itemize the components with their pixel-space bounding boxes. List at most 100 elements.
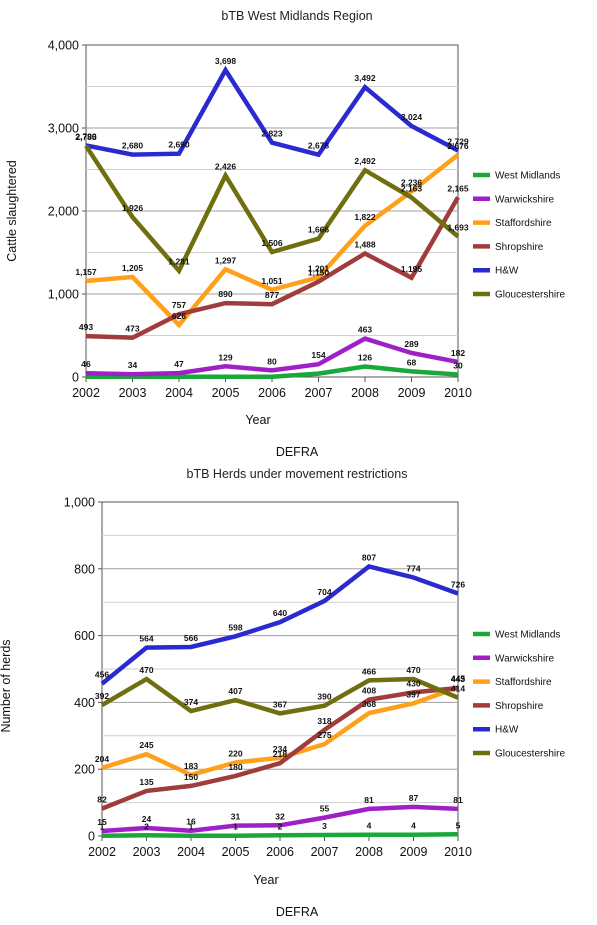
data-label: 640: [273, 608, 287, 618]
y-tick-label: 3,000: [48, 122, 79, 136]
data-label: 46: [81, 359, 91, 369]
series-line-4: [85, 196, 460, 340]
data-label: 1,281: [168, 257, 190, 267]
data-label: 81: [364, 795, 374, 805]
data-label: 1,195: [401, 264, 423, 274]
data-label: 1: [233, 822, 238, 832]
data-label: 374: [184, 697, 198, 707]
data-label: 726: [451, 580, 465, 590]
chart-2: bTB Herds under movement restrictions020…: [0, 467, 565, 919]
data-label: 4: [411, 821, 416, 831]
chart-1: bTB West Midlands Region 0 1,000 2,000 3,000…: [5, 9, 565, 459]
y-tick-label: 1,000: [48, 288, 79, 302]
data-label: 2,492: [354, 156, 376, 166]
data-label: 1,693: [447, 222, 469, 232]
data-label: 390: [317, 692, 331, 702]
data-label: 3,492: [354, 73, 376, 83]
data-label: 32: [275, 811, 285, 821]
x-tick-label: 2005: [222, 845, 250, 859]
data-label: 80: [267, 356, 277, 366]
data-label: 368: [362, 699, 376, 709]
data-label: 82: [97, 795, 107, 805]
data-label: 1,506: [261, 238, 283, 248]
data-label: 154: [311, 350, 325, 360]
x-tick-label: 2007: [305, 386, 333, 400]
series-line-2: [101, 804, 459, 834]
x-tick-label: 2008: [355, 845, 383, 859]
y-tick-label: 400: [74, 696, 95, 710]
data-label: 5: [456, 820, 461, 830]
x-tick-label: 2009: [398, 386, 426, 400]
x-tick-label: 2007: [311, 845, 339, 859]
chart-source: DEFRA: [276, 905, 319, 919]
y-axis-label: Number of herds: [0, 639, 13, 732]
data-label: 2,790: [75, 131, 97, 141]
data-label: 245: [139, 740, 153, 750]
data-label: 2,426: [215, 162, 237, 172]
legend-label: H&W: [495, 725, 519, 736]
y-tick-label: 2,000: [48, 205, 79, 219]
data-label: 218: [273, 749, 287, 759]
data-label: 204: [95, 754, 109, 764]
data-label: 126: [358, 353, 372, 363]
data-label: 275: [317, 730, 331, 740]
legend-label: Shropshire: [495, 701, 544, 712]
data-label: 1,297: [215, 255, 237, 265]
series-line-6: [100, 676, 459, 716]
x-tick-label: 2008: [351, 386, 379, 400]
data-label: 1,488: [354, 239, 376, 249]
data-label: 2,165: [447, 183, 469, 193]
data-label: 150: [184, 772, 198, 782]
data-label: 445: [451, 673, 465, 683]
data-label: 2,680: [122, 141, 144, 151]
data-label: 1,051: [261, 276, 283, 286]
data-label: 1: [100, 822, 105, 832]
legend-label: Shropshire: [495, 242, 544, 253]
x-tick-label: 2003: [119, 386, 147, 400]
y-tick-label: 600: [74, 629, 95, 643]
data-label: 2,676: [447, 141, 469, 151]
data-label: 877: [265, 290, 279, 300]
y-tick-label: 800: [74, 562, 95, 576]
data-label: 598: [228, 622, 242, 632]
series-line-1: [86, 364, 459, 380]
data-label: 183: [184, 761, 198, 771]
data-label: 2,690: [168, 140, 190, 150]
x-axis-label: Year: [253, 873, 278, 887]
data-label: 2,785: [75, 132, 97, 142]
data-label: 31: [231, 812, 241, 822]
data-label: 55: [320, 804, 330, 814]
data-label: 81: [453, 795, 463, 805]
data-label: 443: [451, 674, 465, 684]
legend-label: West Midlands: [495, 630, 560, 641]
y-tick-label: 1,000: [64, 496, 95, 510]
y-tick-label: 0: [72, 371, 79, 385]
chart-source: DEFRA: [276, 445, 319, 459]
data-label: 456: [95, 670, 109, 680]
x-axis-label: Year: [245, 413, 270, 427]
data-label: 234: [273, 744, 287, 754]
data-label: 1,822: [354, 212, 376, 222]
data-label: 774: [406, 563, 420, 573]
data-label: 15: [97, 817, 107, 827]
legend-label: Staffordshire: [495, 218, 552, 229]
data-label: 2: [278, 821, 283, 831]
series-line-1: [101, 832, 459, 838]
data-label: 220: [228, 749, 242, 759]
legend-label: Warwickshire: [495, 194, 555, 205]
data-label: 564: [139, 634, 153, 644]
data-label: 367: [273, 699, 287, 709]
x-tick-label: 2006: [258, 386, 286, 400]
x-tick-label: 2005: [212, 386, 240, 400]
data-label: 1,666: [308, 225, 330, 235]
data-label: 2,236: [401, 177, 423, 187]
x-tick-label: 2002: [72, 386, 100, 400]
data-label: 2,823: [261, 129, 283, 139]
data-label: 463: [358, 325, 372, 335]
data-label: 2,163: [401, 183, 423, 193]
data-label: 1,157: [75, 267, 97, 277]
data-label: 1,205: [122, 263, 144, 273]
series-line-3: [101, 685, 459, 778]
chart-title: bTB West Midlands Region: [221, 9, 372, 23]
